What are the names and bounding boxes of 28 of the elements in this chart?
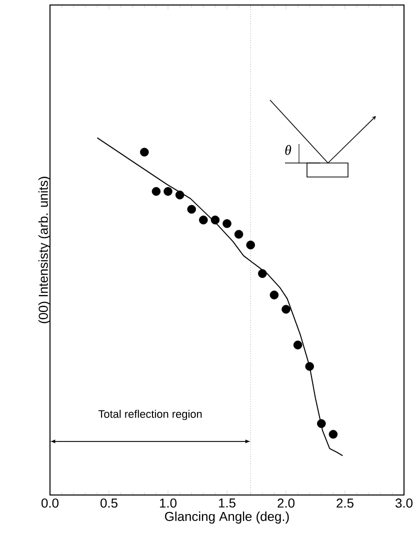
x-tick-label: 2.0 [278,498,295,508]
x-tick-label: 3.0 [396,498,413,508]
point [187,204,196,214]
point [222,219,232,228]
point [152,187,161,196]
x-tick-label: 0.5 [100,498,118,508]
point [270,290,279,300]
point [258,269,267,278]
point [317,419,326,428]
point [246,240,255,250]
point [282,304,290,314]
point [140,148,149,157]
annotation: θ [285,145,292,155]
x-tick-label: 0.0 [42,498,59,508]
x-tick-label: 2.5 [336,498,354,508]
point [175,190,184,200]
y-axis-title: (00) Intensisty (arb. units) [38,176,50,324]
x-tick-label: 1.5 [218,498,236,508]
point [164,187,172,196]
point [293,340,302,350]
annotation: Total reflection region [98,410,202,420]
point [328,430,338,439]
point [199,216,208,224]
point [305,362,314,371]
point [234,230,244,239]
x-tick-label: 1.0 [160,498,177,508]
point [210,216,220,224]
x-axis-title: Glancing Angle (deg.) [165,512,289,524]
